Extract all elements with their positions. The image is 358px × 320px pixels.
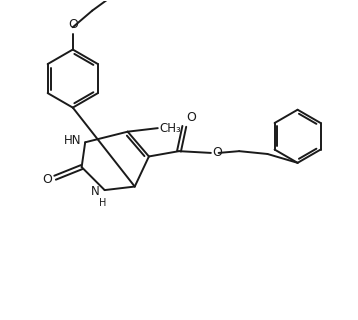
Text: O: O bbox=[68, 18, 78, 31]
Text: H: H bbox=[99, 198, 107, 208]
Text: O: O bbox=[186, 111, 196, 124]
Text: O: O bbox=[42, 173, 52, 186]
Text: N: N bbox=[91, 185, 100, 198]
Text: O: O bbox=[213, 147, 223, 159]
Text: HN: HN bbox=[63, 134, 81, 147]
Text: CH₃: CH₃ bbox=[160, 122, 181, 135]
